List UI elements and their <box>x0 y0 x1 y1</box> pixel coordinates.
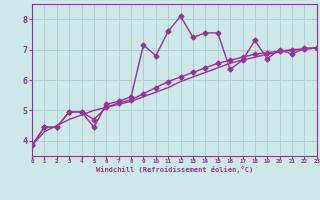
X-axis label: Windchill (Refroidissement éolien,°C): Windchill (Refroidissement éolien,°C) <box>96 166 253 173</box>
